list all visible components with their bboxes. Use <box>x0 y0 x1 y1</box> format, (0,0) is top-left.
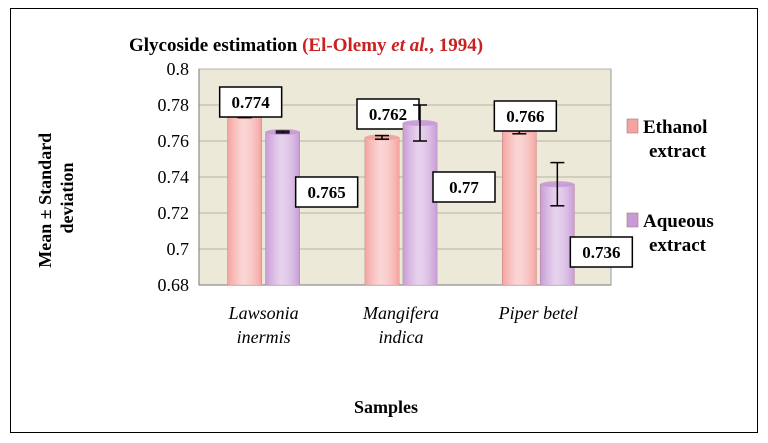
y-tick-label: 0.74 <box>158 167 190 187</box>
legend: Ethanol extract Aqueous extract <box>626 117 714 256</box>
bar-shade <box>502 130 537 285</box>
y-tick-label: 0.78 <box>158 95 190 115</box>
legend-swatch <box>626 212 639 228</box>
x-axis-title: Samples <box>354 397 418 417</box>
data-label: 0.774 <box>232 93 271 112</box>
legend-entry: Ethanol extract <box>643 117 707 162</box>
plot-area: 0.68 0.7 0.72 0.74 0.76 0.78 0.8 0.774 0.765 Laws… <box>158 59 634 347</box>
y-tick-label: 0.76 <box>158 131 190 151</box>
bar-shade <box>265 132 300 285</box>
data-label: 0.736 <box>582 243 620 262</box>
chart-title: Glycoside estimation (El-Olemy et al., 1… <box>129 35 483 56</box>
data-label-box <box>294 176 359 208</box>
data-label-box <box>493 100 558 132</box>
data-label-box <box>218 86 283 118</box>
category-label: Mangifera indica <box>362 303 439 347</box>
chart-frame: Glycoside estimation (El-Olemy et al., 1… <box>10 8 758 433</box>
data-label-box <box>432 171 496 203</box>
legend-entry: Aqueous extract <box>643 211 714 256</box>
category-label: Piper betel <box>498 303 578 323</box>
data-label: 0.762 <box>369 105 407 124</box>
y-tick-label: 0.68 <box>158 275 190 295</box>
data-label: 0.766 <box>506 107 544 126</box>
y-tick-label: 0.8 <box>167 59 190 79</box>
y-tick-label: 0.72 <box>158 203 190 223</box>
chart-svg: Glycoside estimation (El-Olemy et al., 1… <box>35 35 714 417</box>
bar-shade <box>227 115 262 285</box>
bar-shade <box>403 123 437 285</box>
bar-shade <box>365 137 399 285</box>
data-label: 0.77 <box>449 178 479 197</box>
y-axis-title: Mean ± Standard deviation <box>35 128 77 267</box>
data-label-box <box>569 236 634 268</box>
category-label: Lawsonia inermis <box>228 303 299 347</box>
y-tick-label: 0.7 <box>167 239 190 259</box>
legend-swatch <box>626 118 639 134</box>
data-label: 0.765 <box>308 183 346 202</box>
